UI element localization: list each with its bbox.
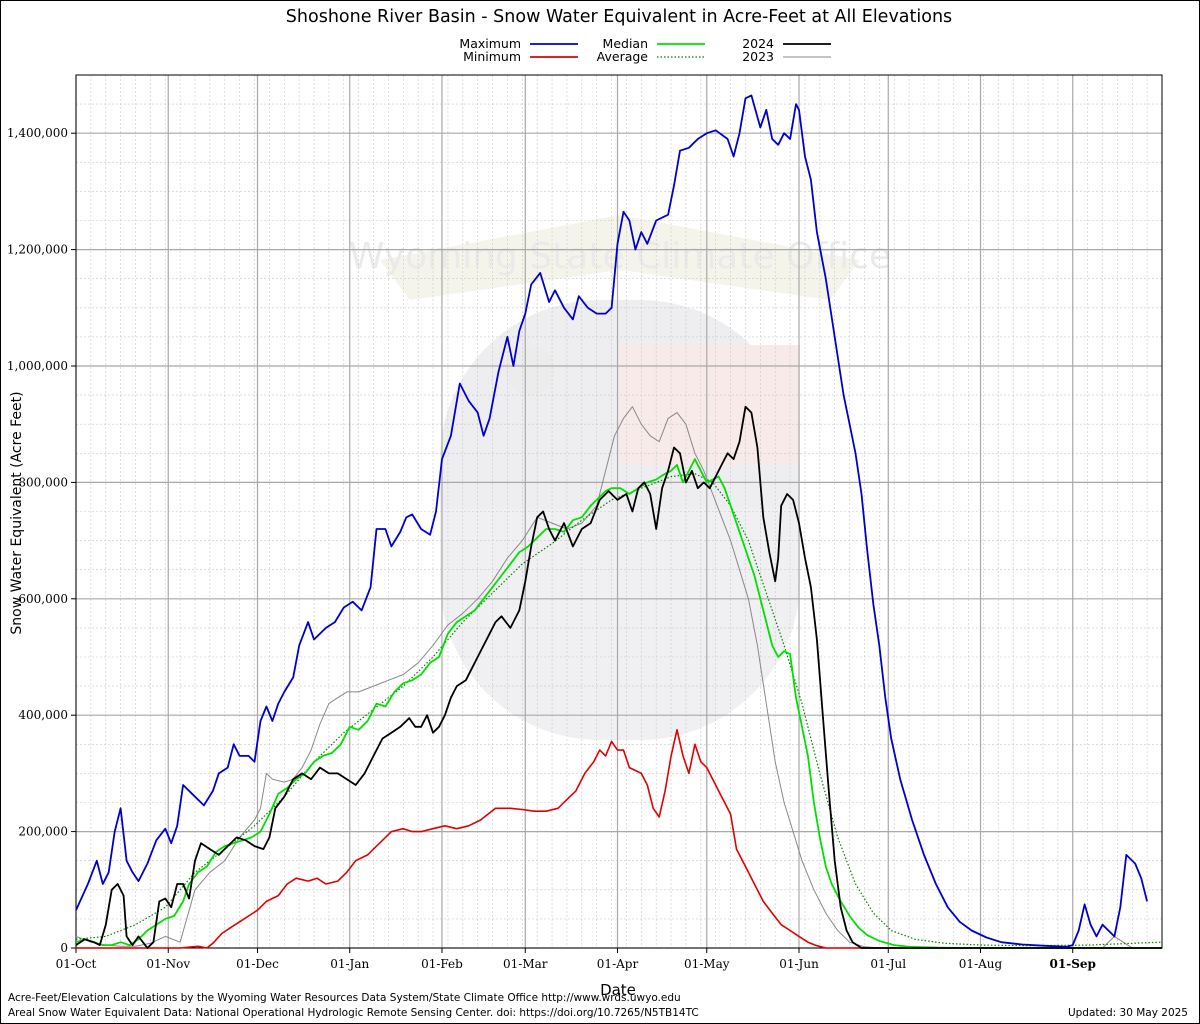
legend-label-average: Average — [597, 49, 649, 64]
y-tick-label: 1,200,000 — [7, 243, 68, 257]
x-tick-label: 01-Dec — [236, 957, 279, 971]
x-axis-ticks: 01-Oct 01-Nov 01-Dec 01-Jan 01-Feb 01-Mar 01-A… — [56, 948, 1096, 971]
y-tick-label: 0 — [60, 941, 68, 955]
legend-label-median: Median — [603, 36, 648, 51]
y-tick-label: 1,400,000 — [7, 126, 68, 140]
x-tick-label: 01-Jan — [330, 957, 369, 971]
y-axis-ticks: 0 200,000 400,000 600,000 800,000 1,000,000 1,… — [7, 126, 76, 955]
series-line-minimum — [76, 729, 1162, 949]
watermark-text: Wyoming State Climate Office — [349, 236, 891, 277]
footer-credit-nohrsc: Areal Snow Water Equivalent Data: Nation… — [8, 1007, 699, 1019]
footer-credit-wrds: Acre-Feet/Elevation Calculations by the … — [8, 992, 681, 1004]
y-tick-label: 800,000 — [18, 475, 68, 489]
y-tick-label: 600,000 — [18, 592, 68, 606]
x-tick-label: 01-Apr — [597, 957, 639, 971]
x-tick-label: 01-Mar — [503, 957, 548, 971]
x-tick-label: 01-Oct — [56, 957, 97, 971]
x-tick-label: 01-Aug — [959, 957, 1003, 971]
chart-title: Shoshone River Basin - Snow Water Equiva… — [286, 7, 952, 27]
footer-updated-date: Updated: 30 May 2025 — [1067, 1007, 1188, 1019]
legend-label-2023: 2023 — [742, 49, 774, 64]
plot-area — [75, 74, 1163, 949]
legend-label-minimum: Minimum — [463, 49, 521, 64]
series-line-2023 — [75, 406, 1162, 949]
x-tick-label: 01-May — [684, 957, 730, 971]
legend: Maximum Minimum Median Average 2024 2023 — [459, 36, 831, 64]
legend-label-maximum: Maximum — [459, 36, 521, 51]
plot-grid — [75, 75, 1162, 949]
series-line-2024 — [75, 405, 1162, 949]
y-tick-label: 1,000,000 — [7, 359, 68, 373]
legend-label-2024: 2024 — [742, 36, 774, 51]
series-line-average — [75, 473, 1163, 947]
x-tick-label: 01-Feb — [421, 957, 463, 971]
series-line-maximum — [75, 94, 1148, 948]
x-axis-label: Date — [600, 981, 636, 999]
series-layer — [75, 94, 1163, 949]
x-tick-label: 01-Jul — [870, 957, 906, 971]
x-tick-label: 01-Nov — [146, 957, 190, 971]
watermark-seal: Wyoming State Climate Office — [349, 215, 891, 740]
x-tick-label: 01-Jun — [779, 957, 819, 971]
y-tick-label: 400,000 — [18, 708, 68, 722]
x-tick-label: 01-Sep — [1050, 957, 1096, 971]
y-tick-label: 200,000 — [18, 825, 68, 839]
y-axis-label: Snow Water Equivalent (Acre Feet) — [9, 391, 25, 634]
